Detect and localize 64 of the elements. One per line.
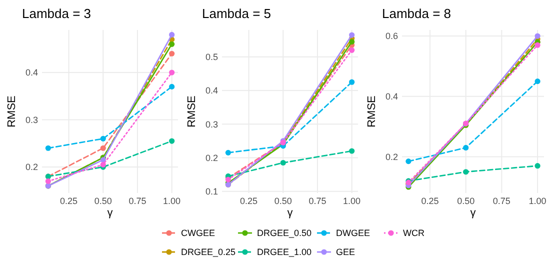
point xyxy=(169,32,175,38)
point xyxy=(45,145,51,151)
chart-title: Lambda = 5 xyxy=(202,6,272,21)
y-tick-label: 0.2 xyxy=(205,152,218,163)
x-tick-label: 0.50 xyxy=(94,196,112,206)
x-tick-label: 1.00 xyxy=(528,196,546,206)
x-tick-label: 0.75 xyxy=(308,196,326,206)
y-tick-label: 0.4 xyxy=(205,86,218,96)
x-tick-label: 1.00 xyxy=(343,196,361,206)
legend-label: DRGEE_0.25 xyxy=(181,247,236,258)
point xyxy=(463,144,469,151)
legend-label: DRGEE_1.00 xyxy=(257,247,312,258)
chart-title: Lambda = 3 xyxy=(22,6,92,21)
point xyxy=(100,136,106,142)
y-tick-label: 0.3 xyxy=(205,119,218,130)
x-tick-label: 0.25 xyxy=(60,196,78,206)
point xyxy=(349,148,355,154)
point xyxy=(169,84,175,90)
y-tick-label: 0.5 xyxy=(205,52,218,62)
x-axis-title: γ xyxy=(287,207,294,219)
chart-title: Lambda = 8 xyxy=(382,6,452,21)
point xyxy=(349,38,355,45)
point xyxy=(100,145,106,151)
x-tick-label: 0.25 xyxy=(240,196,258,206)
x-tick-label: 0.50 xyxy=(457,196,475,206)
x-axis-title: γ xyxy=(470,207,476,219)
y-axis-title: RMSE xyxy=(186,96,198,128)
y-tick-label: 0.4 xyxy=(385,92,398,102)
legend-label: GEE xyxy=(336,247,356,258)
point xyxy=(406,158,412,164)
point xyxy=(100,162,106,168)
y-tick-label: 0.3 xyxy=(25,114,38,125)
y-axis-title: RMSE xyxy=(6,96,18,128)
x-tick-label: 0.25 xyxy=(421,196,439,206)
legend-label: WCR xyxy=(403,228,425,238)
point xyxy=(169,50,175,56)
point xyxy=(169,70,175,76)
legend-label: DWGEE xyxy=(336,228,370,238)
point xyxy=(349,32,355,38)
legend-label: DRGEE_0.50 xyxy=(257,228,312,238)
point xyxy=(534,42,540,48)
point xyxy=(45,178,51,184)
legend-label: CWGEE xyxy=(181,228,216,238)
point xyxy=(534,78,540,84)
y-tick-label: 0.2 xyxy=(25,162,38,172)
point xyxy=(463,169,469,175)
point xyxy=(280,160,286,166)
point xyxy=(534,33,540,39)
x-tick-label: 1.00 xyxy=(163,196,181,206)
x-tick-label: 0.75 xyxy=(128,196,146,206)
y-axis-title: RMSE xyxy=(366,96,378,128)
point xyxy=(225,150,231,156)
y-tick-label: 0.2 xyxy=(385,152,398,162)
x-axis-title: γ xyxy=(107,207,114,219)
point xyxy=(349,47,355,53)
y-tick-label: 0.6 xyxy=(385,31,398,42)
y-tick-label: 0.4 xyxy=(25,68,38,78)
point xyxy=(169,138,175,144)
point xyxy=(169,41,175,47)
x-tick-label: 0.50 xyxy=(274,196,292,206)
x-tick-label: 0.75 xyxy=(492,196,510,206)
point xyxy=(534,163,540,169)
y-tick-label: 0.1 xyxy=(205,186,218,196)
point xyxy=(349,79,355,85)
